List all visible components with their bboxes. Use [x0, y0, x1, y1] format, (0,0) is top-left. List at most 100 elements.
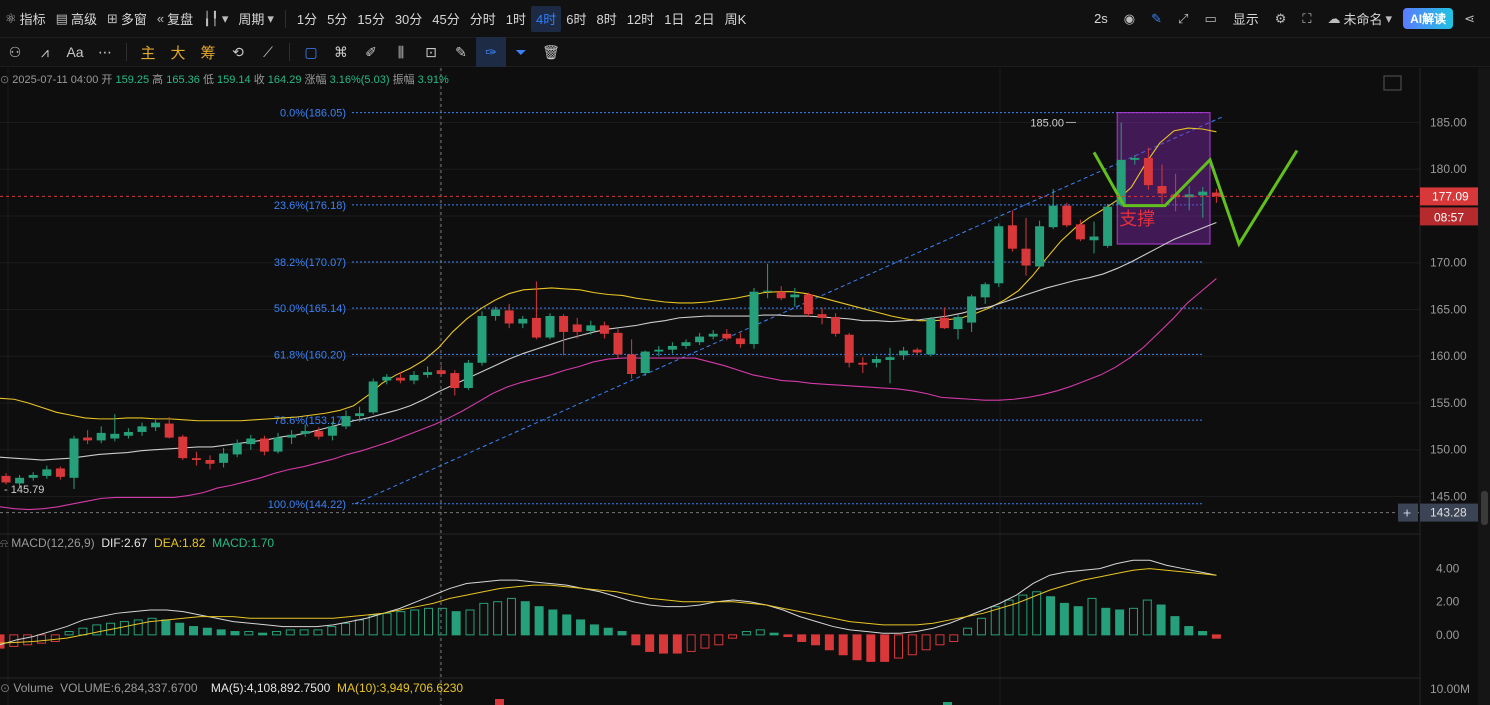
pen-tool-button[interactable]: ✐ — [356, 37, 386, 67]
candle-body — [790, 294, 800, 298]
advanced-button[interactable]: ▤ 高级 — [51, 6, 102, 32]
big-order-button[interactable]: 大 — [170, 44, 186, 62]
bar-date: 2025-07-11 04:00 — [12, 74, 99, 86]
period-button[interactable]: 周期 ▾ — [233, 6, 279, 32]
price-chart[interactable]: 0.0%(186.05) 23.6%(176.18) 38.2%(170.07) 50… — [0, 68, 1490, 705]
bell-icon[interactable]: ⍾ — [0, 536, 12, 550]
scrollbar[interactable] — [1478, 68, 1490, 705]
macd-histogram-bar — [285, 629, 295, 636]
more-button[interactable]: ⋯ — [90, 37, 120, 67]
indicator-icon: ⚛ — [5, 10, 17, 26]
volume-icon[interactable]: ⊙ — [0, 681, 14, 695]
share-icon: ⋖ — [1464, 10, 1475, 26]
line-graph-button[interactable]: ⩘ — [30, 37, 60, 67]
candle-body — [42, 469, 52, 476]
candle-body — [1157, 186, 1167, 194]
trash-tool-button[interactable]: 🗑 — [536, 37, 566, 67]
bars-tool-button[interactable]: ⫼ — [386, 37, 416, 67]
interval-button[interactable]: 8时 — [596, 12, 617, 27]
interval-button[interactable]: 5分 — [327, 12, 348, 27]
interval-button[interactable]: 12时 — [626, 12, 655, 27]
interval-button[interactable]: 2日 — [694, 12, 715, 27]
filter-tool-button[interactable]: ⏷ — [506, 37, 536, 67]
candle-body — [817, 314, 827, 318]
drawing-toolbar: ⚇ ⩘ Aa ⋯ 主 大 筹 ⟲ ⟋ ▢ ⌘ ✐ ⫼ ⊡ ✎ ✑ ⏷ 🗑 — [0, 37, 1490, 67]
candle-body — [259, 438, 269, 452]
multi-window-button[interactable]: ⊞ 多窗 — [102, 6, 152, 32]
replay-tool-button[interactable]: ⟲ — [223, 37, 253, 67]
note-tool-button[interactable]: ✎ — [446, 37, 476, 67]
refresh-rate-button[interactable]: 2s — [1094, 11, 1108, 26]
macd-histogram-bar — [313, 629, 323, 636]
fullscreen-button[interactable]: ⛶ — [1297, 6, 1316, 32]
period-label: 周期 — [238, 12, 265, 27]
chips-button[interactable]: 筹 — [200, 44, 216, 62]
macd-histogram-bar — [783, 634, 793, 638]
fib-level-label: 38.2%(170.07) — [274, 257, 346, 269]
screenshot-button[interactable]: ◉ — [1119, 6, 1140, 32]
interval-button[interactable]: 分时 — [469, 12, 496, 27]
replay-button[interactable]: «复盘 — [152, 6, 198, 32]
cloud-layout-button[interactable]: ☁ 未命名 ▾ — [1323, 6, 1398, 32]
settings-button[interactable]: ⚙ — [1270, 6, 1292, 32]
display-button[interactable]: 显示 — [1228, 6, 1264, 32]
expand-button[interactable]: ⤢ — [1173, 6, 1193, 32]
pencil-icon: ✎ — [1151, 10, 1163, 26]
window-button[interactable]: ▭ — [1199, 6, 1221, 32]
hide-indicator-button[interactable]: ⚇ — [0, 37, 30, 67]
interval-button[interactable]: 30分 — [394, 12, 423, 27]
interval-button[interactable]: 4时 — [531, 5, 562, 32]
ai-interpret-button[interactable]: AI解读 — [1403, 8, 1454, 29]
macd-histogram-bar — [617, 631, 627, 636]
bars-icon: ⫼ — [397, 43, 405, 60]
candle-body — [1143, 157, 1153, 186]
interval-button[interactable]: 1时 — [505, 12, 527, 27]
scroll-thumb[interactable] — [1481, 491, 1488, 525]
candle-body — [1048, 205, 1058, 228]
ohlc-info-line: ⊙ 2025-07-11 04:00 开 159.25 高 165.36 低 1… — [0, 71, 449, 87]
collapse-icon[interactable]: ⊙ — [0, 74, 13, 86]
candle-body — [137, 426, 147, 432]
macd-histogram-bar — [797, 634, 807, 642]
magnet-tool-button[interactable]: ⌘ — [326, 37, 356, 67]
candle-body — [871, 359, 881, 363]
macd-histogram-bar — [161, 619, 171, 636]
candle-body — [708, 333, 718, 337]
brush-tool-button[interactable]: ✑ — [476, 37, 506, 67]
candle-body — [1103, 206, 1113, 246]
crosshair-plus-bg — [1398, 503, 1418, 522]
indicator-button[interactable]: ⚛ 指标 — [0, 6, 51, 32]
lock-tool-button[interactable]: ⊡ — [416, 37, 446, 67]
price-axis-tick: 160.00 — [1430, 349, 1467, 363]
interval-button[interactable]: 6时 — [566, 12, 587, 27]
font-button[interactable]: Aa — [66, 44, 84, 60]
change-value: 3.16%(5.03) — [329, 74, 390, 86]
price-axis-tick: 165.00 — [1430, 302, 1467, 316]
macd-histogram-bar — [147, 617, 157, 636]
main-force-button[interactable]: 主 — [140, 44, 156, 62]
amplitude-value: 3.91% — [417, 74, 449, 86]
volume-bar — [495, 699, 504, 705]
macd-histogram-bar — [838, 634, 848, 656]
interval-button[interactable]: 1日 — [664, 12, 685, 27]
fib-level-label: 100.0%(144.22) — [268, 499, 346, 511]
candle-body — [735, 338, 745, 345]
interval-button[interactable]: 1分 — [296, 12, 318, 27]
candle-body — [83, 437, 93, 441]
low-value: 159.14 — [217, 74, 251, 86]
macd-histogram-bar — [1128, 607, 1138, 636]
macd-histogram-bar — [824, 634, 834, 651]
macd-histogram-bar — [907, 634, 917, 656]
ruler-tool-button[interactable]: ⟋ — [253, 37, 283, 67]
chart-type-button[interactable]: ╽╿ ▾ — [198, 6, 233, 32]
interval-button[interactable]: 周K — [724, 12, 747, 27]
shape-tool-button[interactable]: ▢ — [296, 37, 326, 67]
interval-button[interactable]: 15分 — [357, 12, 385, 27]
draw-button[interactable]: ✎ — [1146, 6, 1167, 32]
candle-body — [341, 416, 351, 427]
fib-trend-line — [354, 116, 1223, 505]
peak-annotation: 185.00 — [1030, 117, 1064, 129]
interval-button[interactable]: 45分 — [432, 12, 460, 27]
candle-body — [531, 317, 541, 338]
share-button[interactable]: ⋖ — [1459, 6, 1480, 32]
